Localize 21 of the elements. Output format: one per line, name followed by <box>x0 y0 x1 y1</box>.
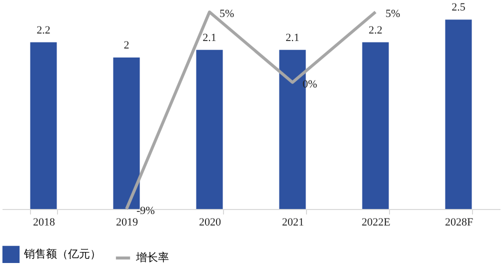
data-label: 2.2 <box>368 24 382 36</box>
x-tick-label: 2018 <box>33 216 56 228</box>
legend-label: 销售额（亿元） <box>23 247 101 260</box>
data-label: 2.1 <box>286 32 300 44</box>
data-label: 2.2 <box>36 24 50 36</box>
data-label: 2 <box>124 39 130 52</box>
x-tick-label: 2019 <box>116 216 138 228</box>
x-tick-label: 2028F <box>444 216 474 228</box>
data-label: 5% <box>220 8 234 20</box>
x-tick-label: 2021 <box>282 216 304 228</box>
bar <box>445 20 472 209</box>
data-label: 2.5 <box>452 2 466 14</box>
bar <box>362 42 389 209</box>
data-label: -9% <box>136 205 155 217</box>
bar <box>30 42 57 209</box>
legend-label: 增长率 <box>135 251 169 264</box>
data-label: 5% <box>386 8 400 20</box>
data-label: 2.1 <box>202 32 216 44</box>
bar <box>196 50 223 209</box>
x-tick-label: 2022E <box>362 216 391 228</box>
x-tick-label: 2020 <box>199 216 222 228</box>
